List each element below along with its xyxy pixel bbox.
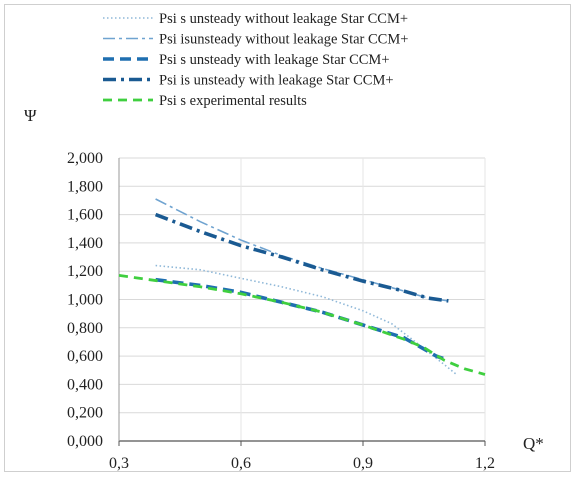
- y-tick-label: 1,200: [67, 263, 103, 280]
- series-line-5: [118, 274, 486, 376]
- y-tick-label: 1,800: [67, 178, 103, 195]
- legend-label: Psi s unsteady without leakage Star CCM+: [159, 11, 408, 27]
- x-tick-label: 0,9: [353, 455, 373, 472]
- y-tick-label: 1,600: [67, 207, 103, 224]
- legend-label: Psi isunsteady without leakage Star CCM+: [159, 32, 408, 48]
- y-tick-label: 2,000: [67, 150, 103, 167]
- gridlines: [119, 157, 486, 441]
- y-tick-label: 1,000: [67, 292, 103, 309]
- x-tick-label: 0,3: [109, 455, 129, 472]
- series-lines: [118, 198, 486, 376]
- legend: Psi s unsteady without leakage Star CCM+…: [103, 11, 408, 109]
- axes: [118, 158, 485, 442]
- series-line-4: [154, 212, 449, 303]
- x-tick-label: 0,6: [231, 455, 251, 472]
- x-axis-ticks: 0,3 0,6 0,9 1,2: [109, 441, 495, 472]
- y-tick-label: 0,400: [67, 376, 103, 393]
- legend-label: Psi is unsteady with leakage Star CCM+: [159, 73, 394, 89]
- y-tick-label: 0,200: [67, 405, 103, 422]
- y-tick-label: 0,600: [67, 348, 103, 365]
- chart-frame: [4, 4, 571, 472]
- x-tick-label: 1,2: [475, 455, 495, 472]
- y-axis-label: Ψ: [24, 106, 37, 125]
- series-line-1: [155, 264, 458, 376]
- legend-label: Psi s experimental results: [159, 93, 307, 109]
- x-axis-label: Q*: [523, 434, 544, 453]
- y-axis-ticks: 0,000 0,200 0,400 0,600 0,800 1,000 1,200 1,400…: [67, 150, 103, 450]
- series-line-2: [155, 198, 449, 302]
- series-line-3: [155, 277, 445, 361]
- y-tick-label: 1,400: [67, 235, 103, 252]
- y-tick-label: 0,000: [67, 433, 103, 450]
- y-tick-label: 0,800: [67, 320, 103, 337]
- legend-label: Psi s unsteady with leakage Star CCM+: [159, 52, 390, 68]
